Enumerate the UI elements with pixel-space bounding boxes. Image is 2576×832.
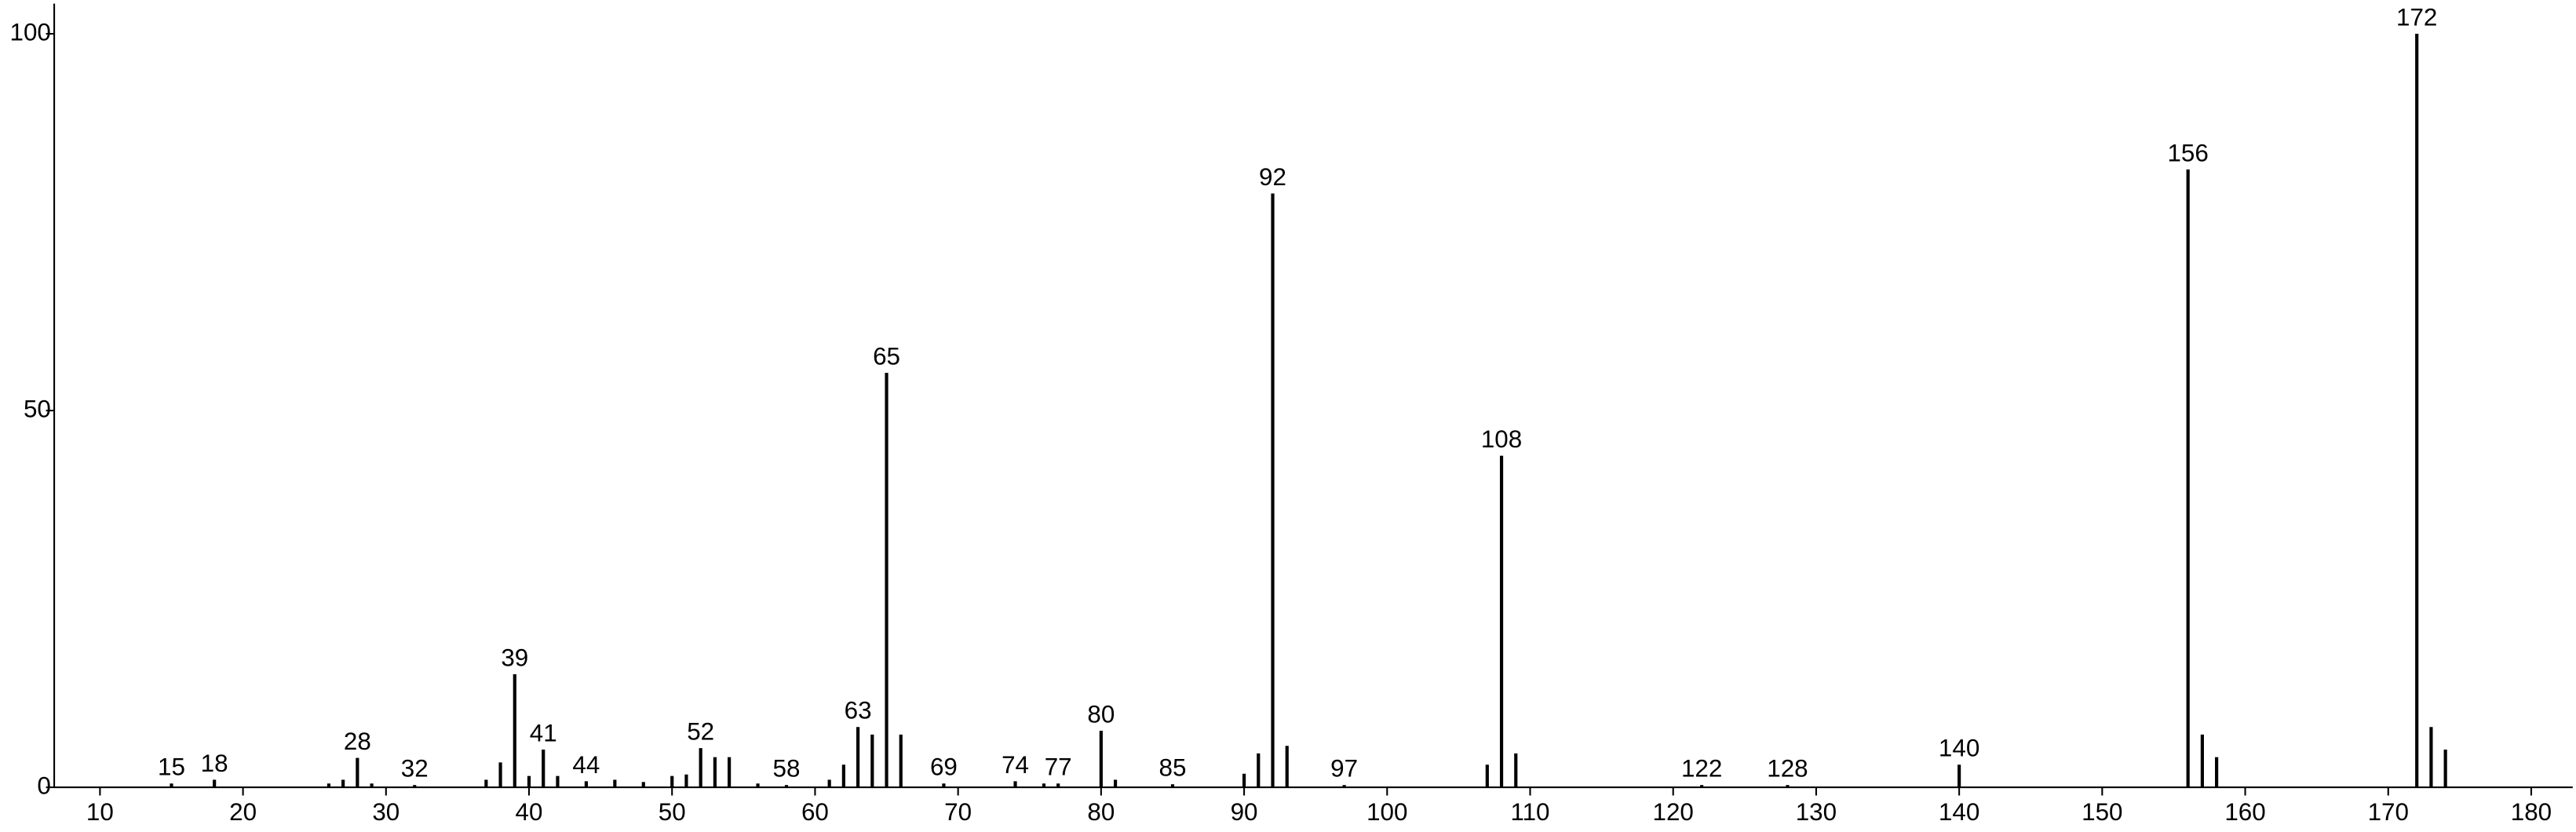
peak-label: 69 [930, 754, 958, 781]
peak-label: 65 [873, 342, 900, 370]
x-tick-label: 20 [229, 798, 257, 826]
x-tick-label: 100 [1366, 798, 1407, 826]
y-tick-label: 50 [24, 395, 51, 422]
y-tick-label: 0 [37, 772, 50, 799]
x-tick-label: 60 [801, 798, 829, 826]
peak-label: 108 [1481, 425, 1522, 453]
peak-label: 140 [1939, 735, 1979, 762]
y-tick-label: 100 [10, 18, 51, 46]
x-tick-label: 110 [1510, 798, 1549, 826]
peak-label: 15 [158, 754, 185, 781]
x-tick-label: 90 [1231, 798, 1258, 826]
x-tick-label: 150 [2082, 798, 2122, 826]
x-tick-label: 170 [2368, 798, 2409, 826]
x-tick-label: 70 [944, 798, 972, 826]
x-tick-label: 140 [1939, 798, 1979, 826]
peak-label: 39 [501, 644, 528, 672]
peak-label: 122 [1681, 755, 1722, 783]
x-tick-label: 80 [1087, 798, 1115, 826]
peak-label: 80 [1087, 701, 1115, 728]
peak-label: 32 [401, 755, 429, 783]
peak-label: 18 [201, 750, 228, 777]
peak-label: 156 [2167, 139, 2208, 166]
x-tick-label: 30 [372, 798, 400, 826]
peak-label: 52 [687, 718, 714, 746]
peak-label: 97 [1330, 755, 1358, 783]
peak-label: 63 [845, 697, 872, 724]
peak-label: 128 [1767, 755, 1808, 783]
peak-label: 172 [2396, 3, 2437, 31]
peak-label: 28 [344, 728, 371, 755]
x-tick-label: 120 [1653, 798, 1694, 826]
x-tick-label: 130 [1796, 798, 1837, 826]
x-tick-label: 50 [659, 798, 686, 826]
peak-label: 85 [1159, 754, 1187, 782]
peak-label: 44 [572, 751, 600, 779]
peak-label: 41 [530, 720, 557, 747]
x-tick-label: 10 [86, 798, 114, 826]
peak-label: 58 [773, 755, 801, 783]
x-tick-label: 180 [2511, 798, 2552, 826]
x-tick-label: 160 [2224, 798, 2265, 826]
peak-label: 74 [1002, 751, 1029, 779]
peak-label: 77 [1045, 754, 1072, 781]
peak-label: 92 [1259, 163, 1286, 191]
x-tick-label: 40 [516, 798, 543, 826]
